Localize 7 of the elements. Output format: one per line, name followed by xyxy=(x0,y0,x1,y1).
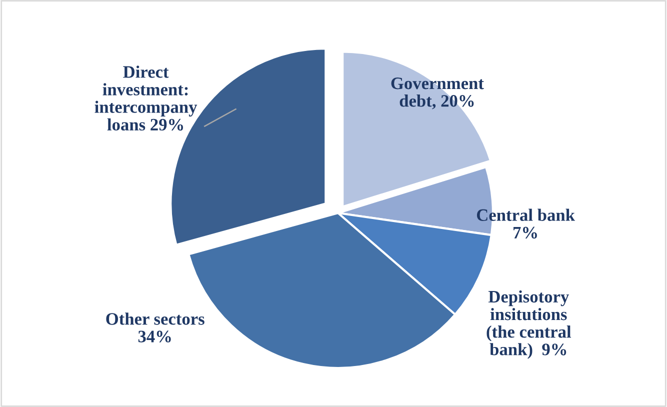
data-label: 7% xyxy=(514,226,537,239)
slice-label: Other sectors xyxy=(106,312,204,325)
slice-label: Central bank xyxy=(476,208,575,221)
slice-label: Government debt, 20% xyxy=(391,78,484,110)
data-label: 34% xyxy=(138,330,171,342)
slice-label: Depisotory insitutions (the central bank) 9% xyxy=(486,290,572,359)
slice-label: Direct investment: intercompany loans 29% xyxy=(94,66,198,131)
